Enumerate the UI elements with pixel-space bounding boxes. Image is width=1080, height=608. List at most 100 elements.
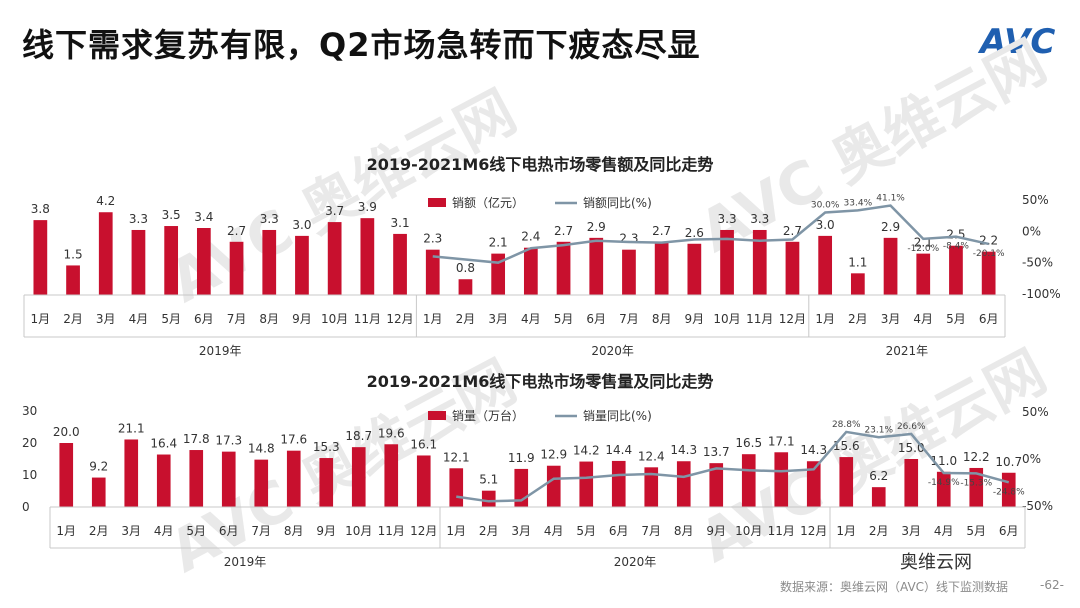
- yoy-data-label: -24.8%: [993, 487, 1025, 497]
- x-tick-label: 7月: [227, 312, 247, 326]
- bar: [818, 235, 833, 295]
- x-tick-label: 5月: [554, 312, 574, 326]
- x-tick-label: 4月: [521, 312, 541, 326]
- yoy-data-label: -8.4%: [943, 242, 970, 252]
- page-number: -62-: [1040, 578, 1064, 592]
- bar: [676, 461, 691, 507]
- bar-value-label: 1.5: [64, 247, 83, 261]
- bar: [262, 229, 277, 295]
- x-tick-label: 4月: [544, 524, 564, 538]
- bar: [556, 241, 571, 295]
- y-tick-label: 10: [22, 468, 37, 482]
- x-tick-label: 12月: [779, 312, 806, 326]
- bar-value-label: 3.5: [162, 208, 181, 222]
- x-tick-label: 4月: [913, 312, 933, 326]
- x-tick-label: 12月: [386, 312, 413, 326]
- x-tick-label: 2月: [63, 312, 83, 326]
- footer-brand: 奥维云网: [900, 552, 972, 573]
- bar-value-label: 16.5: [735, 436, 762, 450]
- x-tick-label: 3月: [901, 524, 921, 538]
- yoy-data-label: 28.8%: [832, 420, 861, 430]
- bar-value-label: 14.3: [670, 443, 697, 457]
- bar-value-label: 3.4: [194, 210, 213, 224]
- bar-value-label: 2.7: [227, 224, 246, 238]
- x-tick-label: 10月: [321, 312, 348, 326]
- bar-value-label: 12.4: [638, 449, 665, 463]
- x-tick-label: 10月: [345, 524, 372, 538]
- yoy-line: [456, 430, 1010, 503]
- x-tick-label: 6月: [586, 312, 606, 326]
- bar: [319, 458, 334, 507]
- bar-value-label: 14.4: [605, 443, 632, 457]
- bar: [774, 452, 789, 507]
- bar-value-label: 20.0: [53, 425, 80, 439]
- x-tick-label: 3月: [488, 312, 508, 326]
- bar-value-label: 2.9: [587, 220, 606, 234]
- bar: [189, 450, 204, 507]
- bar: [416, 455, 431, 507]
- bar: [131, 229, 146, 295]
- bar: [425, 249, 440, 295]
- y2-tick-label: -50%: [1022, 499, 1053, 513]
- x-tick-label: 8月: [652, 312, 672, 326]
- x-tick-label: 3月: [511, 524, 531, 538]
- bar: [589, 237, 604, 295]
- bar: [156, 454, 171, 507]
- bar: [229, 241, 244, 295]
- yoy-line: [432, 204, 989, 264]
- x-group-label: 2020年: [614, 555, 657, 569]
- x-tick-label: 6月: [979, 312, 999, 326]
- bar-value-label: 3.1: [391, 216, 410, 230]
- bar: [916, 253, 931, 295]
- bar-value-label: 14.2: [573, 444, 600, 458]
- y2-tick-label: 0%: [1022, 224, 1041, 238]
- x-tick-label: 6月: [194, 312, 214, 326]
- legend-label-bar: 销额（亿元）: [452, 195, 524, 210]
- bar: [221, 451, 236, 507]
- yoy-data-label: 41.1%: [876, 194, 905, 204]
- bar: [351, 447, 366, 507]
- bar-value-label: 3.0: [292, 218, 311, 232]
- bar-value-label: 9.2: [89, 460, 108, 474]
- y2-tick-label: 50%: [1022, 405, 1049, 419]
- bar: [752, 229, 767, 295]
- bar: [384, 444, 399, 507]
- x-group-label: 2020年: [591, 344, 634, 358]
- bar: [644, 467, 659, 507]
- bar-value-label: 15.6: [833, 439, 860, 453]
- chart-title: 2019-2021M6线下电热市场零售额及同比走势: [367, 155, 714, 174]
- bar-value-label: 17.1: [768, 434, 795, 448]
- y-tick-label: 20: [22, 436, 37, 450]
- bar-value-label: 2.1: [489, 236, 508, 250]
- yoy-data-label: -14.9%: [928, 478, 960, 488]
- y-tick-label: 30: [22, 404, 37, 418]
- bar-value-label: 3.9: [358, 200, 377, 214]
- x-tick-label: 4月: [934, 524, 954, 538]
- bar-value-label: 2.5: [946, 228, 965, 242]
- bar: [546, 465, 561, 507]
- yoy-data-label: -12.0%: [907, 244, 939, 254]
- bar: [124, 439, 139, 507]
- bar: [969, 467, 984, 507]
- x-tick-label: 12月: [800, 524, 827, 538]
- data-source-note: 数据来源：奥维云网（AVC）线下监测数据: [780, 580, 1009, 594]
- bar: [785, 241, 800, 295]
- bar-value-label: 2.2: [979, 234, 998, 248]
- bar: [393, 233, 407, 295]
- bar: [871, 487, 886, 507]
- bar: [687, 243, 702, 295]
- bar: [286, 450, 301, 507]
- x-tick-label: 7月: [641, 524, 661, 538]
- chart-title: 2019-2021M6线下电热市场零售量及同比走势: [367, 372, 714, 391]
- bar: [523, 247, 538, 295]
- bar: [327, 222, 342, 295]
- bar: [981, 251, 996, 295]
- bar-value-label: 16.4: [150, 437, 177, 451]
- bar-value-label: 12.1: [443, 450, 470, 464]
- y2-tick-label: -100%: [1022, 287, 1061, 301]
- x-tick-label: 3月: [881, 312, 901, 326]
- x-tick-label: 6月: [999, 524, 1019, 538]
- x-tick-label: 9月: [685, 312, 705, 326]
- x-tick-label: 6月: [609, 524, 629, 538]
